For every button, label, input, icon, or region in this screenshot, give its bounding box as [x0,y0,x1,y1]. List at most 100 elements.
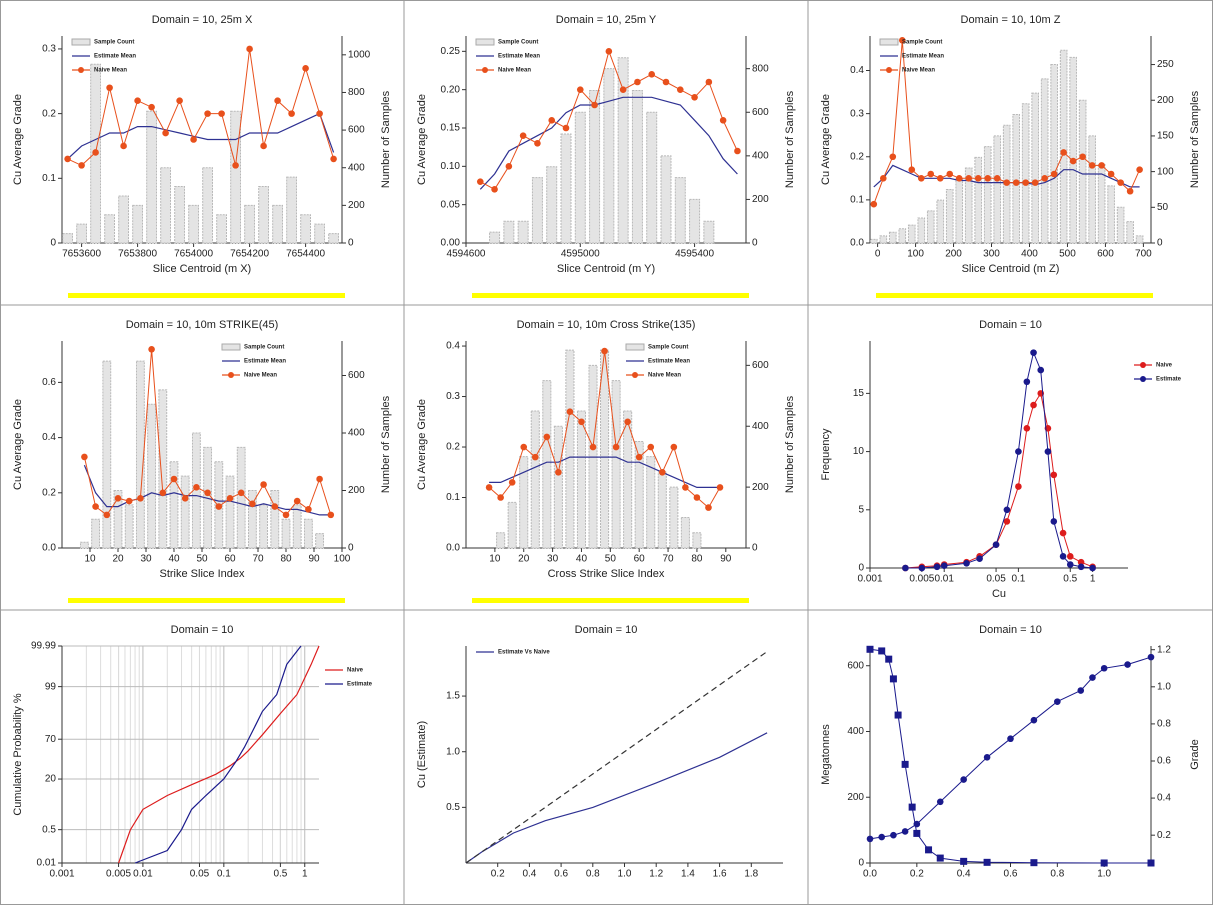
count-bar [1050,64,1058,244]
y-axis-label: Megatonnes [820,724,832,785]
count-bar [1012,114,1021,244]
count-bar [118,195,129,244]
x-tick-label: 80 [280,554,292,565]
point [64,155,71,163]
series-line [489,456,720,488]
x-axis-label: Cross Strike Slice Index [548,568,665,580]
point [190,136,197,143]
y2-tick-label: 200 [348,200,365,211]
point [889,153,897,161]
count-bar [917,217,926,244]
y-axis-label: Cu Average Grade [12,94,24,185]
x-tick-label: 0.4 [957,869,971,880]
point [870,200,878,208]
y-tick-label: 0.01 [37,858,57,869]
y-tick-label: 0 [858,858,864,869]
y-axis-label: Cu (Estimate) [416,721,428,788]
point [302,65,309,72]
point [705,504,712,511]
count-bar [489,231,501,244]
point [288,110,295,117]
x-tick-label: 7654200 [230,249,269,260]
count-bar [692,532,702,549]
y2-tick-label: 1000 [348,49,371,60]
point [913,829,921,837]
count-bar [216,214,227,244]
count-bar [1135,235,1144,244]
point [918,564,926,572]
x-tick-label: 4595400 [675,249,714,260]
point [555,468,562,476]
x-tick-label: 700 [1135,249,1152,260]
y-tick-label: 0.25 [441,46,461,57]
point [1041,175,1048,182]
y2-tick-label: 800 [348,87,365,98]
x-tick-label: 0 [875,249,881,260]
y-tick-label: 1.0 [446,746,460,757]
legend-label: Estimate Mean [648,359,690,365]
point [1050,471,1058,479]
y2-tick-label: 200 [752,194,769,205]
point [578,418,585,426]
point [936,854,944,862]
y-tick-label: 0.5 [446,802,460,813]
count-bar [315,533,325,549]
highlight-bar [472,293,749,298]
count-bar [945,188,954,244]
point [316,110,323,117]
y-axis-label: Cumulative Probability % [12,693,24,815]
x-tick-label: 50 [196,554,208,565]
y-tick-label: 0.00 [441,238,461,249]
y-tick-label: 0.6 [42,377,56,388]
x-tick-label: 60 [224,554,236,565]
count-bar [244,204,255,244]
x-tick-label: 90 [308,554,320,565]
x-tick-label: 40 [168,554,180,565]
point [1059,553,1067,560]
count-bar [646,111,658,244]
x-tick-label: 7653800 [118,249,157,260]
point [1030,859,1038,867]
point [181,495,189,502]
highlight-bar [876,293,1153,298]
point [878,647,886,655]
x-tick-label: 1.4 [681,869,695,880]
count-bar [314,223,326,244]
point [890,831,897,839]
y2-tick-label: 0.6 [1157,756,1171,767]
point [965,175,973,182]
y-tick-label: 20 [45,774,57,785]
count-bar [1031,92,1040,244]
legend-marker [632,372,638,378]
chart-title: Domain = 10 [979,319,1042,331]
x-tick-label: 1.0 [618,869,632,880]
x-axis-label: Slice Centroid (m Y) [557,263,655,275]
y2-tick-label: 400 [348,428,365,439]
count-bar [898,228,907,244]
count-bar [174,186,185,244]
point [566,408,574,415]
y-axis-label: Cu Average Grade [820,94,832,185]
y2-tick-label: 400 [752,150,769,161]
count-bar [258,186,270,244]
x-tick-label: 4594600 [447,249,486,260]
x-tick-label: 600 [1097,249,1114,260]
y-tick-label: 5 [858,504,864,515]
series-line [479,96,738,190]
point [491,186,498,193]
x-tick-label: 0.5 [273,869,287,880]
x-tick-label: 7653600 [62,249,101,260]
x-tick-label: 0.8 [1050,869,1064,880]
point [1098,162,1105,169]
count-bar [286,176,298,244]
point [589,443,597,451]
count-bar [617,57,629,244]
series-line [134,645,302,864]
count-bar [669,486,679,549]
point [901,760,909,768]
x-tick-label: 20 [518,554,530,565]
y-tick-label: 400 [847,726,864,737]
point [902,564,909,572]
y-tick-label: 70 [45,734,57,745]
point [271,503,279,510]
